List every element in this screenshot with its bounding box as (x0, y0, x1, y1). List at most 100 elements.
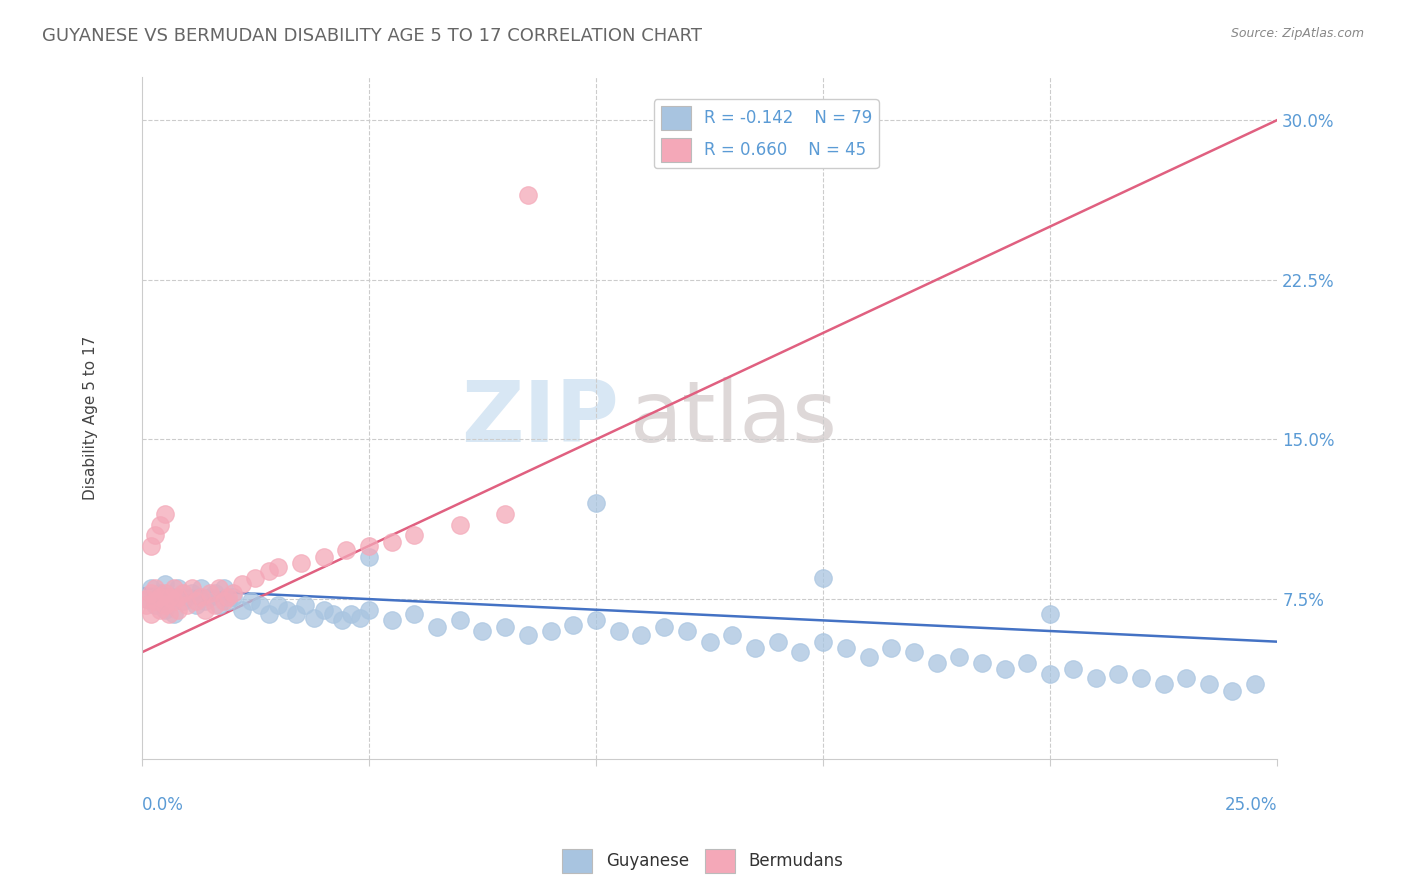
Point (294, 599, 316, 613)
Point (135, 592, 157, 607)
Point (789, 645, 811, 659)
Text: atlas: atlas (630, 376, 838, 459)
Point (267, 560, 290, 574)
Point (212, 594, 235, 608)
Point (903, 645, 925, 659)
Point (221, 585, 243, 599)
Text: 0.0%: 0.0% (142, 797, 184, 814)
Point (948, 649, 970, 664)
Point (1243, 677, 1265, 691)
Point (494, 620, 516, 634)
Point (290, 556, 312, 570)
Point (357, 549, 380, 564)
Point (162, 582, 184, 596)
Point (145, 582, 167, 596)
Point (880, 641, 903, 656)
Point (1062, 662, 1084, 676)
Point (607, 624, 630, 638)
Point (276, 603, 298, 617)
Point (180, 582, 202, 596)
Point (349, 611, 371, 625)
Point (322, 607, 344, 621)
Point (245, 571, 267, 585)
Point (652, 620, 675, 634)
Point (153, 585, 176, 599)
Point (149, 585, 172, 599)
Point (231, 577, 253, 591)
Point (404, 607, 426, 621)
Point (449, 613, 471, 627)
Point (190, 590, 212, 604)
Point (1039, 607, 1062, 621)
Point (585, 613, 607, 627)
Point (139, 585, 162, 599)
Point (149, 517, 172, 532)
Point (1153, 677, 1175, 691)
Point (285, 607, 308, 621)
Text: Disability Age 5 to 17: Disability Age 5 to 17 (83, 336, 98, 500)
Point (157, 607, 180, 621)
Point (221, 590, 243, 604)
Point (994, 662, 1017, 676)
Point (239, 594, 262, 608)
Point (744, 641, 766, 656)
Point (1198, 677, 1220, 691)
Point (562, 617, 585, 632)
Point (231, 603, 253, 617)
Point (381, 613, 404, 627)
Point (426, 620, 449, 634)
Point (676, 624, 699, 638)
Point (267, 599, 290, 613)
Point (167, 582, 190, 596)
Point (204, 585, 226, 599)
Point (1175, 671, 1198, 685)
Point (404, 528, 426, 542)
Point (1130, 671, 1153, 685)
Point (249, 599, 271, 613)
Point (1220, 683, 1243, 698)
Text: 25.0%: 25.0% (1225, 797, 1277, 814)
Text: Source: ZipAtlas.com: Source: ZipAtlas.com (1230, 27, 1364, 40)
Point (585, 496, 607, 510)
Point (212, 582, 235, 596)
Point (153, 577, 176, 591)
Point (494, 507, 516, 521)
Point (312, 549, 335, 564)
Point (540, 624, 562, 638)
Point (162, 594, 184, 608)
Point (381, 534, 404, 549)
Point (970, 656, 993, 670)
Point (811, 634, 834, 648)
Point (835, 641, 858, 656)
Point (190, 582, 212, 596)
Legend: R = -0.142    N = 79, R = 0.660    N = 45: R = -0.142 N = 79, R = 0.660 N = 45 (654, 99, 879, 169)
Point (153, 507, 176, 521)
Point (335, 543, 357, 558)
Point (471, 624, 494, 638)
Point (139, 607, 162, 621)
Point (176, 590, 198, 604)
Point (186, 599, 208, 613)
Point (149, 603, 172, 617)
Point (194, 594, 217, 608)
Point (217, 590, 239, 604)
Point (449, 517, 471, 532)
Point (139, 539, 162, 553)
Point (198, 590, 221, 604)
Point (330, 613, 353, 627)
Point (157, 592, 180, 607)
Legend: Guyanese, Bermudans: Guyanese, Bermudans (555, 842, 851, 880)
Point (630, 628, 652, 642)
Point (304, 611, 326, 625)
Text: GUYANESE VS BERMUDAN DISABILITY AGE 5 TO 17 CORRELATION CHART: GUYANESE VS BERMUDAN DISABILITY AGE 5 TO… (42, 27, 702, 45)
Point (357, 603, 380, 617)
Point (1084, 671, 1107, 685)
Point (257, 565, 280, 579)
Point (721, 628, 744, 642)
Point (858, 649, 880, 664)
Point (516, 187, 538, 202)
Point (145, 594, 167, 608)
Point (162, 607, 184, 621)
Point (208, 599, 231, 613)
Point (145, 599, 167, 613)
